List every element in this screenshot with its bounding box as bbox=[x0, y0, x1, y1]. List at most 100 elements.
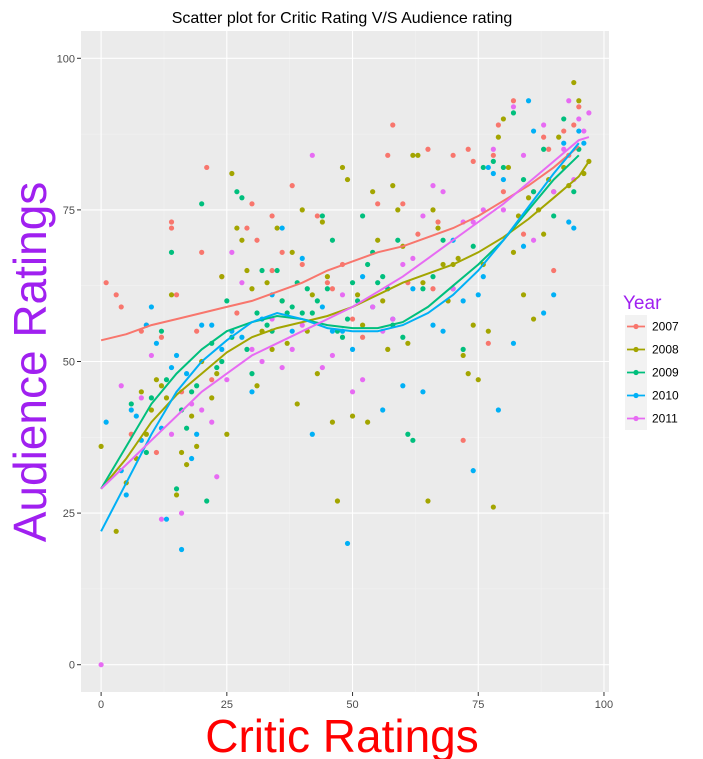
trend-layer bbox=[100, 136, 590, 532]
legend-key-point-2010 bbox=[633, 392, 639, 399]
point-2007 bbox=[510, 98, 517, 104]
point-2009 bbox=[440, 237, 446, 243]
point-2010 bbox=[480, 274, 486, 280]
point-2009 bbox=[520, 176, 527, 183]
point-2011 bbox=[586, 110, 592, 116]
point-2009 bbox=[324, 286, 330, 292]
point-2009 bbox=[199, 201, 205, 207]
point-2011 bbox=[349, 389, 356, 395]
y-tick-label: 25 bbox=[63, 508, 75, 520]
series-2008-points bbox=[98, 79, 592, 534]
point-2008 bbox=[229, 170, 235, 177]
point-2008 bbox=[385, 346, 391, 352]
series-2007-points bbox=[103, 98, 582, 456]
point-2008 bbox=[168, 292, 175, 298]
point-2007 bbox=[299, 261, 305, 268]
point-2009 bbox=[224, 298, 230, 304]
point-2007 bbox=[269, 213, 275, 219]
point-2008 bbox=[224, 431, 230, 437]
point-2008 bbox=[500, 116, 506, 122]
point-2007 bbox=[173, 292, 180, 298]
point-2007 bbox=[314, 213, 320, 219]
point-2009 bbox=[279, 298, 285, 304]
point-2010 bbox=[148, 304, 154, 310]
point-2008 bbox=[148, 407, 154, 413]
point-2009 bbox=[128, 401, 134, 407]
point-2009 bbox=[480, 164, 486, 171]
point-2008 bbox=[510, 249, 517, 255]
point-2010 bbox=[163, 516, 170, 522]
point-2007 bbox=[571, 122, 577, 128]
point-2008 bbox=[455, 255, 461, 262]
point-2010 bbox=[551, 292, 557, 298]
point-2011 bbox=[360, 377, 366, 383]
point-2010 bbox=[520, 243, 527, 249]
point-2008 bbox=[249, 286, 255, 292]
point-2009 bbox=[189, 389, 195, 395]
point-2011 bbox=[118, 383, 124, 389]
point-2008 bbox=[173, 492, 180, 498]
point-2008 bbox=[244, 267, 250, 274]
point-2008 bbox=[319, 219, 325, 225]
point-2007 bbox=[425, 146, 431, 152]
point-2009 bbox=[510, 110, 517, 116]
point-2009 bbox=[561, 116, 567, 122]
point-2011 bbox=[541, 122, 547, 128]
point-2009 bbox=[254, 310, 260, 316]
point-2009 bbox=[349, 280, 356, 286]
point-2007 bbox=[329, 286, 336, 292]
point-2011 bbox=[214, 474, 220, 480]
point-2010 bbox=[485, 164, 491, 171]
point-2010 bbox=[103, 419, 109, 425]
point-2007 bbox=[249, 201, 255, 207]
point-2011 bbox=[98, 662, 104, 668]
point-2010 bbox=[420, 389, 426, 395]
point-2008 bbox=[425, 498, 431, 504]
point-2007 bbox=[546, 146, 552, 152]
point-2010 bbox=[133, 413, 139, 419]
point-2007 bbox=[470, 158, 476, 164]
point-2008 bbox=[430, 207, 436, 213]
point-2007 bbox=[561, 128, 567, 134]
point-2011 bbox=[249, 346, 255, 352]
point-2011 bbox=[279, 364, 285, 371]
x-tick-label: 75 bbox=[472, 699, 484, 711]
point-2009 bbox=[460, 346, 466, 352]
point-2007 bbox=[269, 267, 275, 274]
point-2007 bbox=[490, 152, 496, 158]
point-2010 bbox=[561, 140, 567, 146]
point-2009 bbox=[329, 237, 336, 243]
point-2010 bbox=[541, 310, 547, 316]
point-2007 bbox=[385, 152, 391, 158]
point-2010 bbox=[495, 407, 501, 413]
point-2010 bbox=[128, 407, 134, 413]
point-2008 bbox=[395, 207, 401, 213]
legend-key-point-2011 bbox=[633, 415, 639, 422]
point-2008 bbox=[113, 528, 119, 534]
point-2009 bbox=[168, 249, 175, 255]
point-2009 bbox=[304, 286, 310, 292]
legend-label-2008: 2008 bbox=[652, 343, 679, 357]
point-2008 bbox=[390, 183, 396, 189]
legend-label-2009: 2009 bbox=[652, 366, 679, 380]
legend-key-point-2007 bbox=[633, 323, 639, 330]
y-tick-label: 0 bbox=[69, 660, 75, 672]
grid-major bbox=[81, 31, 609, 692]
point-2008 bbox=[349, 413, 356, 419]
y-axis: 0 25 50 75 100 bbox=[57, 53, 81, 672]
point-2007 bbox=[576, 104, 582, 110]
legend-label-2011: 2011 bbox=[652, 412, 678, 426]
point-2008 bbox=[254, 383, 260, 389]
point-2008 bbox=[214, 371, 220, 377]
point-2008 bbox=[219, 274, 225, 280]
point-2007 bbox=[415, 231, 421, 237]
point-2011 bbox=[224, 377, 230, 383]
point-2008 bbox=[435, 225, 441, 231]
point-2008 bbox=[299, 207, 305, 213]
point-2010 bbox=[510, 340, 517, 346]
point-2010 bbox=[430, 322, 436, 328]
x-tick-label: 25 bbox=[221, 699, 233, 711]
point-2008 bbox=[274, 225, 280, 231]
point-2007 bbox=[199, 249, 205, 255]
